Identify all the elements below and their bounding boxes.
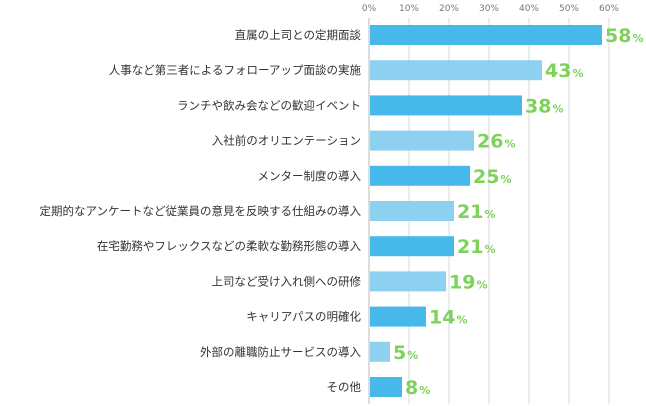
x-tick-label: 30% — [479, 4, 499, 14]
bar — [370, 95, 522, 116]
x-tick-label: 10% — [399, 4, 419, 14]
bar — [370, 341, 390, 362]
category-label: ランチや飲み会などの歓迎イベント — [177, 98, 361, 112]
category-label: 上司など受け入れ側への研修 — [212, 274, 362, 288]
data-label-unit: % — [484, 208, 495, 221]
bar — [370, 306, 426, 327]
data-label-unit: % — [552, 102, 563, 115]
data-label-unit: % — [484, 243, 495, 256]
data-label: 5% — [393, 342, 418, 364]
data-label: 38% — [525, 95, 563, 117]
category-label: メンター制度の導入 — [258, 169, 362, 183]
data-label: 25% — [473, 166, 511, 188]
x-tick-label: 50% — [559, 4, 579, 14]
data-label: 19% — [449, 271, 487, 293]
data-label: 8% — [405, 377, 430, 399]
data-label-unit: % — [632, 32, 643, 45]
data-label-unit: % — [419, 384, 430, 397]
bar — [370, 377, 402, 397]
bar — [370, 236, 454, 257]
data-label: 43% — [545, 60, 583, 82]
category-label: 定期的なアンケートなど従業員の意見を反映する仕組みの導入 — [39, 204, 361, 218]
data-label-unit: % — [456, 314, 467, 327]
x-tick-label: 40% — [519, 4, 539, 14]
category-label: 人事など第三者によるフォローアップ面談の実施 — [109, 63, 362, 77]
data-label-unit: % — [407, 349, 418, 362]
category-label: 直属の上司との定期面談 — [235, 28, 362, 42]
data-label: 58% — [605, 25, 643, 47]
bar — [370, 165, 470, 186]
data-label: 21% — [457, 201, 495, 223]
data-label-unit: % — [500, 173, 511, 186]
category-label: 外部の離職防止サービスの導入 — [200, 345, 361, 359]
bar — [370, 25, 602, 45]
x-tick-label: 0% — [362, 4, 377, 14]
bar — [370, 271, 446, 292]
category-label: 在宅勤務やフレックスなどの柔軟な勤務形態の導入 — [97, 239, 362, 253]
data-label: 14% — [429, 307, 467, 329]
data-label: 21% — [457, 236, 495, 258]
bar — [370, 201, 454, 221]
data-label-unit: % — [572, 67, 583, 80]
bar — [370, 130, 474, 151]
x-tick-label: 60% — [599, 4, 619, 14]
x-tick-label: 20% — [439, 4, 459, 14]
category-label: 入社前のオリエンテーション — [212, 134, 361, 148]
data-label-unit: % — [476, 278, 487, 291]
category-label: その他 — [327, 380, 362, 394]
bar — [370, 60, 542, 81]
data-label-unit: % — [504, 138, 515, 151]
category-label: キャリアパスの明確化 — [246, 310, 361, 324]
data-label: 26% — [477, 131, 515, 153]
